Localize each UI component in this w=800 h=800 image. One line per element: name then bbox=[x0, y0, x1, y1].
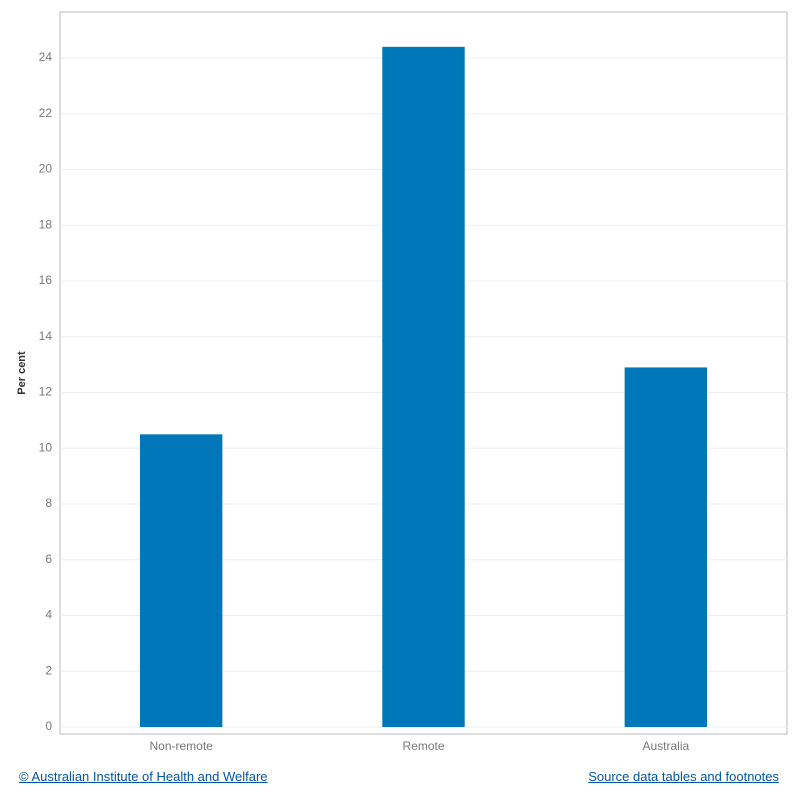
chart: Per cent 024681012141618202224Non-remote… bbox=[16, 11, 788, 753]
y-tick-label: 14 bbox=[39, 329, 53, 343]
y-tick-label: 4 bbox=[45, 608, 52, 622]
y-tick-label: 12 bbox=[39, 385, 53, 399]
y-tick-label: 0 bbox=[45, 719, 52, 733]
y-tick-label: 16 bbox=[39, 273, 53, 287]
source-link[interactable]: Source data tables and footnotes bbox=[588, 769, 779, 784]
y-axis-label: Per cent bbox=[16, 351, 28, 395]
x-tick-label: Non-remote bbox=[149, 739, 213, 753]
bar bbox=[382, 46, 465, 728]
y-tick-label: 20 bbox=[39, 162, 53, 176]
y-tick-label: 24 bbox=[39, 50, 53, 64]
bar bbox=[624, 367, 708, 728]
y-tick-label: 2 bbox=[45, 663, 52, 677]
x-tick-label: Australia bbox=[642, 739, 689, 753]
y-tick-label: 6 bbox=[45, 552, 52, 566]
y-tick-label: 22 bbox=[39, 106, 53, 120]
bar bbox=[139, 434, 223, 728]
y-tick-label: 18 bbox=[39, 217, 53, 231]
x-tick-label: Remote bbox=[402, 739, 444, 753]
copyright-link[interactable]: © Australian Institute of Health and Wel… bbox=[19, 769, 268, 784]
plot-frame bbox=[59, 11, 788, 735]
y-tick-label: 10 bbox=[39, 440, 53, 454]
y-tick-label: 8 bbox=[45, 496, 52, 510]
